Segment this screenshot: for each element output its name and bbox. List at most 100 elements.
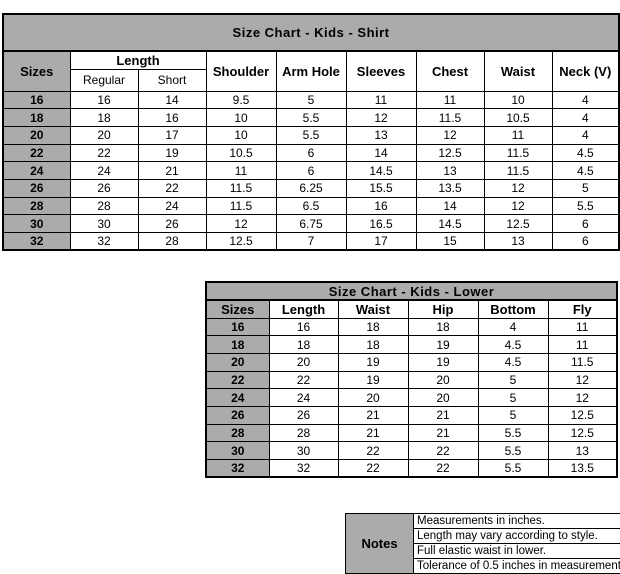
value-cell: 14 <box>345 143 417 163</box>
value-cell: 12 <box>205 214 277 233</box>
value-cell: 19 <box>137 143 207 163</box>
value-cell: 20 <box>268 352 339 372</box>
value-cell: 16 <box>137 108 207 127</box>
value-cell: 6 <box>275 143 347 163</box>
size-cell: 26 <box>205 405 270 425</box>
value-cell: 14.5 <box>415 214 485 233</box>
value-cell: 4 <box>551 125 620 145</box>
value-cell: 30 <box>268 441 339 460</box>
size-cell: 16 <box>2 90 71 110</box>
value-cell: 28 <box>137 232 207 251</box>
value-cell: 24 <box>137 196 207 216</box>
table-row: 24 24 21 11 6 14.5 13 11.5 4.5 <box>2 161 620 180</box>
table-row: 28 28 21 21 5.5 12.5 <box>205 423 618 443</box>
lower-header-fly: Fly <box>547 299 618 319</box>
value-cell: 11 <box>345 90 417 110</box>
shirt-table-body: 16 16 14 9.5 5 11 11 10 4 18 18 16 10 5.5 12 11.5 10.5 4 2… <box>2 90 620 251</box>
value-cell: 5 <box>477 405 549 425</box>
value-cell: 18 <box>268 335 339 354</box>
shirt-header-sizes: Sizes <box>2 50 71 92</box>
value-cell: 32 <box>268 459 339 478</box>
value-cell: 13.5 <box>415 178 485 198</box>
value-cell: 4.5 <box>477 335 549 354</box>
value-cell: 19 <box>337 370 409 390</box>
value-cell: 4.5 <box>551 161 620 180</box>
value-cell: 22 <box>337 441 409 460</box>
value-cell: 24 <box>268 388 339 407</box>
value-cell: 30 <box>69 214 139 233</box>
lower-table-title: Size Chart - Kids - Lower <box>204 281 619 301</box>
table-row: 18 18 16 10 5.5 12 11.5 10.5 4 <box>2 108 620 127</box>
lower-header-hip: Hip <box>407 299 479 319</box>
value-cell: 20 <box>69 125 139 145</box>
value-cell: 11 <box>205 161 277 180</box>
value-cell: 18 <box>407 317 479 337</box>
value-cell: 13 <box>483 232 553 251</box>
value-cell: 20 <box>407 370 479 390</box>
size-cell: 24 <box>205 388 270 407</box>
value-cell: 12 <box>415 125 485 145</box>
value-cell: 5.5 <box>551 196 620 216</box>
table-row: 28 28 24 11.5 6.5 16 14 12 5.5 <box>2 196 620 216</box>
value-cell: 16 <box>268 317 339 337</box>
lower-header-bottom: Bottom <box>477 299 549 319</box>
table-row: 32 32 22 22 5.5 13.5 <box>205 459 618 478</box>
value-cell: 14.5 <box>345 161 417 180</box>
table-row: 22 22 19 20 5 12 <box>205 370 618 390</box>
value-cell: 10.5 <box>205 143 277 163</box>
value-cell: 21 <box>137 161 207 180</box>
value-cell: 15.5 <box>345 178 417 198</box>
value-cell: 5.5 <box>275 108 347 127</box>
value-cell: 12 <box>547 370 618 390</box>
size-cell: 18 <box>2 108 71 127</box>
size-cell: 26 <box>2 178 71 198</box>
table-row: 22 22 19 10.5 6 14 12.5 11.5 4.5 <box>2 143 620 163</box>
value-cell: 4 <box>551 90 620 110</box>
size-cell: 20 <box>205 352 270 372</box>
value-cell: 12.5 <box>547 405 618 425</box>
value-cell: 4 <box>477 317 549 337</box>
value-cell: 11.5 <box>415 108 485 127</box>
value-cell: 11.5 <box>483 143 553 163</box>
value-cell: 5.5 <box>477 423 549 443</box>
note-item: Tolerance of 0.5 inches in measurement <box>413 558 620 574</box>
shirt-header-armhole: Arm Hole <box>275 50 347 92</box>
size-cell: 22 <box>2 143 71 163</box>
value-cell: 17 <box>345 232 417 251</box>
value-cell: 6 <box>275 161 347 180</box>
value-cell: 20 <box>407 388 479 407</box>
size-cell: 28 <box>2 196 71 216</box>
lower-header-length: Length <box>268 299 339 319</box>
value-cell: 12 <box>547 388 618 407</box>
value-cell: 22 <box>137 178 207 198</box>
value-cell: 12.5 <box>415 143 485 163</box>
size-cell: 20 <box>2 125 71 145</box>
table-row: 20 20 17 10 5.5 13 12 11 4 <box>2 125 620 145</box>
table-row: Tolerance of 0.5 inches in measurement <box>346 558 620 574</box>
value-cell: 22 <box>407 441 479 460</box>
value-cell: 5.5 <box>477 459 549 478</box>
value-cell: 16.5 <box>345 214 417 233</box>
value-cell: 14 <box>137 90 207 110</box>
value-cell: 10.5 <box>483 108 553 127</box>
value-cell: 22 <box>337 459 409 478</box>
size-cell: 28 <box>205 423 270 443</box>
value-cell: 26 <box>268 405 339 425</box>
size-cell: 30 <box>205 441 270 460</box>
value-cell: 16 <box>345 196 417 216</box>
value-cell: 20 <box>337 388 409 407</box>
value-cell: 4 <box>551 108 620 127</box>
shirt-header-shoulder: Shoulder <box>205 50 277 92</box>
value-cell: 6.25 <box>275 178 347 198</box>
value-cell: 12.5 <box>483 214 553 233</box>
value-cell: 19 <box>407 335 479 354</box>
value-cell: 7 <box>275 232 347 251</box>
value-cell: 11 <box>415 90 485 110</box>
value-cell: 6 <box>551 214 620 233</box>
value-cell: 5.5 <box>275 125 347 145</box>
table-row: 30 30 26 12 6.75 16.5 14.5 12.5 6 <box>2 214 620 233</box>
value-cell: 13 <box>415 161 485 180</box>
table-row: 32 32 28 12.5 7 17 15 13 6 <box>2 232 620 251</box>
value-cell: 21 <box>337 423 409 443</box>
value-cell: 9.5 <box>205 90 277 110</box>
